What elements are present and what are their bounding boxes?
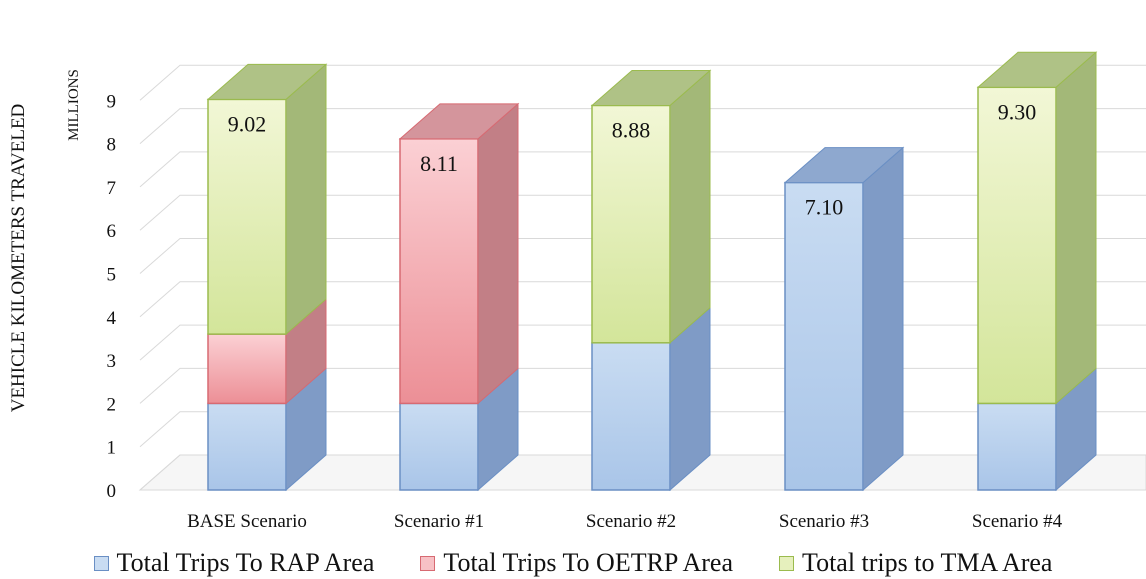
bar-top-4 <box>976 51 1098 88</box>
y-axis-title: VEHICLE KILOMETERS TRAVELED <box>8 104 29 413</box>
y-tick-label: 7 <box>107 178 117 199</box>
legend-swatch-tma <box>779 555 794 571</box>
y-tick-label: 9 <box>107 91 117 112</box>
x-tick-label-4: Scenario #4 <box>972 511 1063 532</box>
y-tick-label: 1 <box>107 438 117 459</box>
y-tick-label: 8 <box>107 135 117 156</box>
bar-oetrp-0 <box>207 298 327 405</box>
bar-top-0 <box>206 63 328 100</box>
bar-front-rap-1 <box>399 402 479 491</box>
y-tick-label: 6 <box>107 221 117 242</box>
bar-side-oetrp-1 <box>477 102 519 405</box>
legend-item-tma: Total trips to TMA Area <box>779 548 1052 578</box>
legend-item-oetrp: Total Trips To OETRP Area <box>420 548 733 578</box>
bar-front-tma-4 <box>977 86 1057 405</box>
legend-swatch-rap <box>93 555 109 571</box>
legend: Total Trips To RAP Area Total Trips To O… <box>0 548 1146 578</box>
y-tick-label: 5 <box>107 265 117 286</box>
x-tick-label-0: BASE Scenario <box>187 511 307 532</box>
bar-top-1 <box>398 103 520 140</box>
bar-side-tma-0 <box>285 63 327 336</box>
bar-front-rap-2 <box>591 342 671 491</box>
bar-front-rap-3 <box>784 181 864 491</box>
y-tick-label: 2 <box>107 394 117 415</box>
legend-swatch-oetrp <box>420 555 436 571</box>
bars <box>206 51 1098 492</box>
data-label-4: 9.30 <box>998 99 1037 124</box>
data-label-2: 8.88 <box>612 117 651 142</box>
y-tick-label: 3 <box>107 351 117 372</box>
data-labels: 9.02 8.11 8.88 7.10 9.30 <box>228 99 1037 219</box>
bar-tma-0 <box>207 63 327 336</box>
bar-rap-0 <box>207 367 327 492</box>
bar-front-tma-2 <box>591 104 671 344</box>
bar-rap-3 <box>784 146 904 492</box>
gridline <box>139 108 1146 144</box>
x-tick-label-2: Scenario #2 <box>586 511 676 532</box>
bar-front-oetrp-0 <box>207 333 287 405</box>
bar-oetrp-1 <box>399 102 519 405</box>
bar-top-2 <box>590 69 712 106</box>
bar-side-tma-4 <box>1055 51 1097 405</box>
bar-front-rap-0 <box>207 402 287 491</box>
data-label-1: 8.11 <box>420 151 458 176</box>
bar-side-rap-3 <box>862 146 904 492</box>
y-tick-label: 4 <box>107 308 117 329</box>
units-label: MILLIONS <box>66 69 82 141</box>
data-label-3: 7.10 <box>805 195 844 220</box>
legend-label-tma: Total trips to TMA Area <box>802 548 1053 577</box>
bar-front-tma-0 <box>207 98 287 335</box>
bar-side-tma-2 <box>669 69 711 344</box>
x-tick-label-3: Scenario #3 <box>779 511 869 532</box>
y-axis-ticks: 0 1 2 3 4 5 6 7 8 9 <box>107 91 117 502</box>
data-label-0: 9.02 <box>228 111 267 136</box>
bar-front-rap-4 <box>977 402 1057 491</box>
legend-label-oetrp: Total Trips To OETRP Area <box>443 548 733 577</box>
y-tick-label: 0 <box>107 481 117 502</box>
gridline <box>139 64 1146 101</box>
bar-top-3 <box>783 147 905 184</box>
x-tick-label-1: Scenario #1 <box>394 511 484 532</box>
bar-tma-2 <box>591 69 711 344</box>
bar-tma-4 <box>977 51 1097 405</box>
bar-rap-1 <box>399 367 519 492</box>
legend-label-rap: Total Trips To RAP Area <box>116 548 375 577</box>
bar-front-oetrp-1 <box>399 138 479 405</box>
legend-item-rap: Total Trips To RAP Area <box>93 548 375 578</box>
x-axis-labels: BASE Scenario Scenario #1 Scenario #2 Scena… <box>187 511 1063 532</box>
